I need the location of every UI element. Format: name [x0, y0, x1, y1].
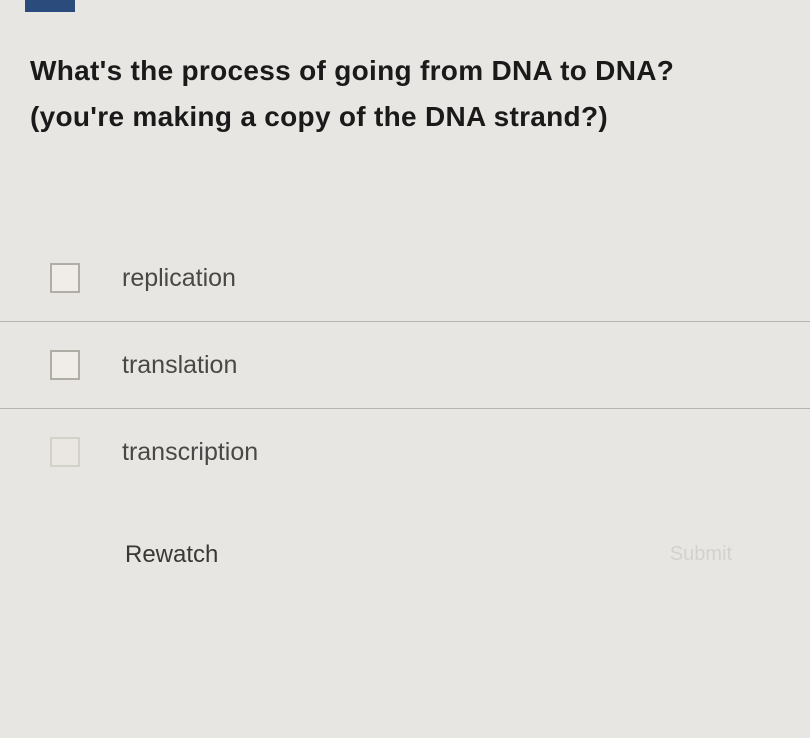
question-container: What's the process of going from DNA to … — [0, 0, 810, 140]
checkbox-icon[interactable] — [50, 350, 80, 380]
option-translation[interactable]: translation — [0, 322, 810, 409]
rewatch-button[interactable]: Rewatch — [125, 541, 218, 569]
bottom-actions: Rewatch Submit — [0, 495, 810, 574]
submit-button[interactable]: Submit — [652, 535, 750, 574]
option-label: transcription — [122, 438, 258, 467]
options-list: replication translation transcription — [0, 235, 810, 495]
question-text: What's the process of going from DNA to … — [30, 48, 775, 140]
option-label: replication — [122, 264, 236, 293]
header-marker — [25, 0, 75, 12]
checkbox-icon[interactable] — [50, 437, 80, 467]
option-replication[interactable]: replication — [0, 235, 810, 322]
option-transcription[interactable]: transcription — [0, 409, 810, 495]
checkbox-icon[interactable] — [50, 263, 80, 293]
option-label: translation — [122, 351, 237, 380]
